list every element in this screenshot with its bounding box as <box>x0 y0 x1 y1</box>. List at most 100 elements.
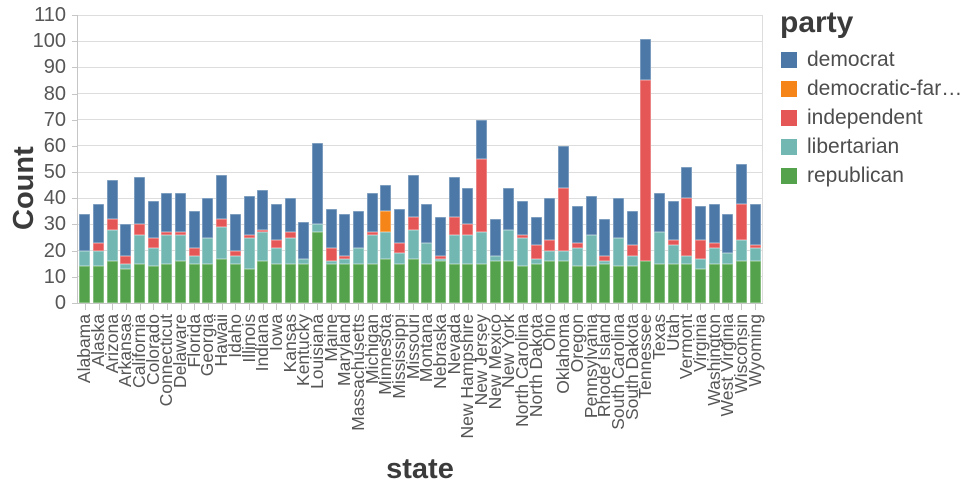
bar-segment-democrat <box>517 200 529 235</box>
legend-swatch <box>781 110 797 126</box>
gridline <box>78 145 762 147</box>
bar-segment-democrat <box>352 211 364 249</box>
bar-segment-democrat <box>694 206 706 241</box>
bar-segment-democrat <box>175 193 187 233</box>
bar-segment-independent <box>462 224 474 235</box>
bar-new-hampshire <box>462 15 474 303</box>
bar-segment-libertarian <box>106 229 118 262</box>
legend-item-democratic-far: democratic-far… <box>780 77 960 106</box>
bar-segment-republican <box>311 232 323 303</box>
bar-arkansas <box>120 15 132 303</box>
bar-segment-independent <box>270 240 282 249</box>
x-tick <box>372 304 374 310</box>
bar-segment-republican <box>106 261 118 303</box>
bar-segment-independent <box>626 245 638 256</box>
gridline <box>78 276 762 278</box>
bar-segment-democrat <box>393 208 405 243</box>
x-tick <box>276 304 278 310</box>
bar-segment-libertarian <box>421 242 433 264</box>
bar-segment-democrat <box>681 166 693 199</box>
bar-segment-democrat <box>243 195 255 235</box>
gridline <box>78 66 762 68</box>
bar-segment-independent <box>530 245 542 259</box>
bar-segment-independent <box>749 245 761 249</box>
bar-segment-republican <box>571 266 583 303</box>
gridline <box>78 93 762 95</box>
bar-segment-republican <box>435 261 447 303</box>
bar-segment-independent <box>229 250 241 256</box>
bar-segment-independent <box>558 187 570 251</box>
bar-segment-democrat <box>311 143 323 225</box>
legend-label: democrat <box>807 48 895 71</box>
bar-segment-independent <box>667 240 679 246</box>
legend-swatch <box>781 139 797 155</box>
legend-items: democrat democratic-far… independent libert… <box>780 48 960 193</box>
bar-north-dakota <box>530 15 542 303</box>
bar-segment-independent <box>257 229 269 233</box>
bar-segment-independent <box>393 242 405 254</box>
x-tick <box>645 304 647 310</box>
bar-north-carolina <box>517 15 529 303</box>
bar-segment-libertarian <box>284 237 296 264</box>
bar-segment-libertarian <box>585 234 597 267</box>
bar-segment-democrat <box>298 221 310 259</box>
y-tick-label: 20 <box>43 239 66 262</box>
bar-segment-republican <box>339 263 351 303</box>
bar-segment-democrat <box>147 200 159 238</box>
y-tick <box>72 198 78 200</box>
y-tick <box>72 67 78 69</box>
bar-segment-democratic-far <box>380 211 392 233</box>
bar-minnesota <box>380 15 392 303</box>
bar-segment-republican <box>380 258 392 303</box>
bar-segment-libertarian <box>448 234 460 264</box>
x-tick <box>686 304 688 310</box>
x-tick <box>153 304 155 310</box>
bar-segment-democrat <box>735 164 747 204</box>
bar-segment-republican <box>599 263 611 303</box>
bar-montana <box>421 15 433 303</box>
bar-segment-libertarian <box>188 255 200 264</box>
bar-segment-independent <box>106 219 118 230</box>
bar-segment-republican <box>93 266 105 303</box>
x-tick <box>591 304 592 310</box>
x-tick <box>727 304 729 310</box>
bar-segment-libertarian <box>489 255 501 262</box>
bar-segment-independent <box>93 242 105 251</box>
bar-missouri <box>407 15 419 303</box>
bar-segment-democrat <box>421 203 433 243</box>
bar-segment-libertarian <box>571 248 583 267</box>
bar-wisconsin <box>735 15 747 303</box>
bar-segment-libertarian <box>667 245 679 264</box>
bar-segment-independent <box>407 216 419 230</box>
y-tick-label: 80 <box>43 82 66 105</box>
x-tick <box>618 304 620 310</box>
bar-segment-republican <box>421 263 433 303</box>
bar-maine <box>325 15 337 303</box>
x-tick <box>481 304 483 310</box>
x-tick <box>194 304 196 310</box>
bar-segment-libertarian <box>393 253 405 264</box>
x-tick <box>235 304 237 310</box>
bar-segment-libertarian <box>339 258 351 264</box>
y-tick <box>72 224 78 226</box>
y-tick <box>72 15 78 16</box>
bar-segment-republican <box>188 263 200 303</box>
bar-segment-democrat <box>530 216 542 246</box>
y-tick-label: 100 <box>32 30 66 53</box>
y-tick <box>72 250 78 252</box>
x-tick <box>125 304 127 310</box>
legend-label: democratic-far… <box>807 77 960 100</box>
x-tick-label: Wyoming <box>744 314 765 387</box>
bar-segment-independent <box>120 255 132 264</box>
bar-segment-republican <box>626 266 638 303</box>
x-tick <box>303 304 305 310</box>
bar-segment-libertarian <box>229 255 241 264</box>
x-tick <box>563 304 565 310</box>
x-tick <box>399 304 401 310</box>
bar-rhode-island <box>599 15 611 303</box>
bar-segment-independent <box>216 219 228 228</box>
bar-segment-republican <box>667 263 679 303</box>
bar-segment-independent <box>147 237 159 249</box>
bar-segment-democrat <box>270 203 282 241</box>
bar-segment-republican <box>722 263 734 303</box>
